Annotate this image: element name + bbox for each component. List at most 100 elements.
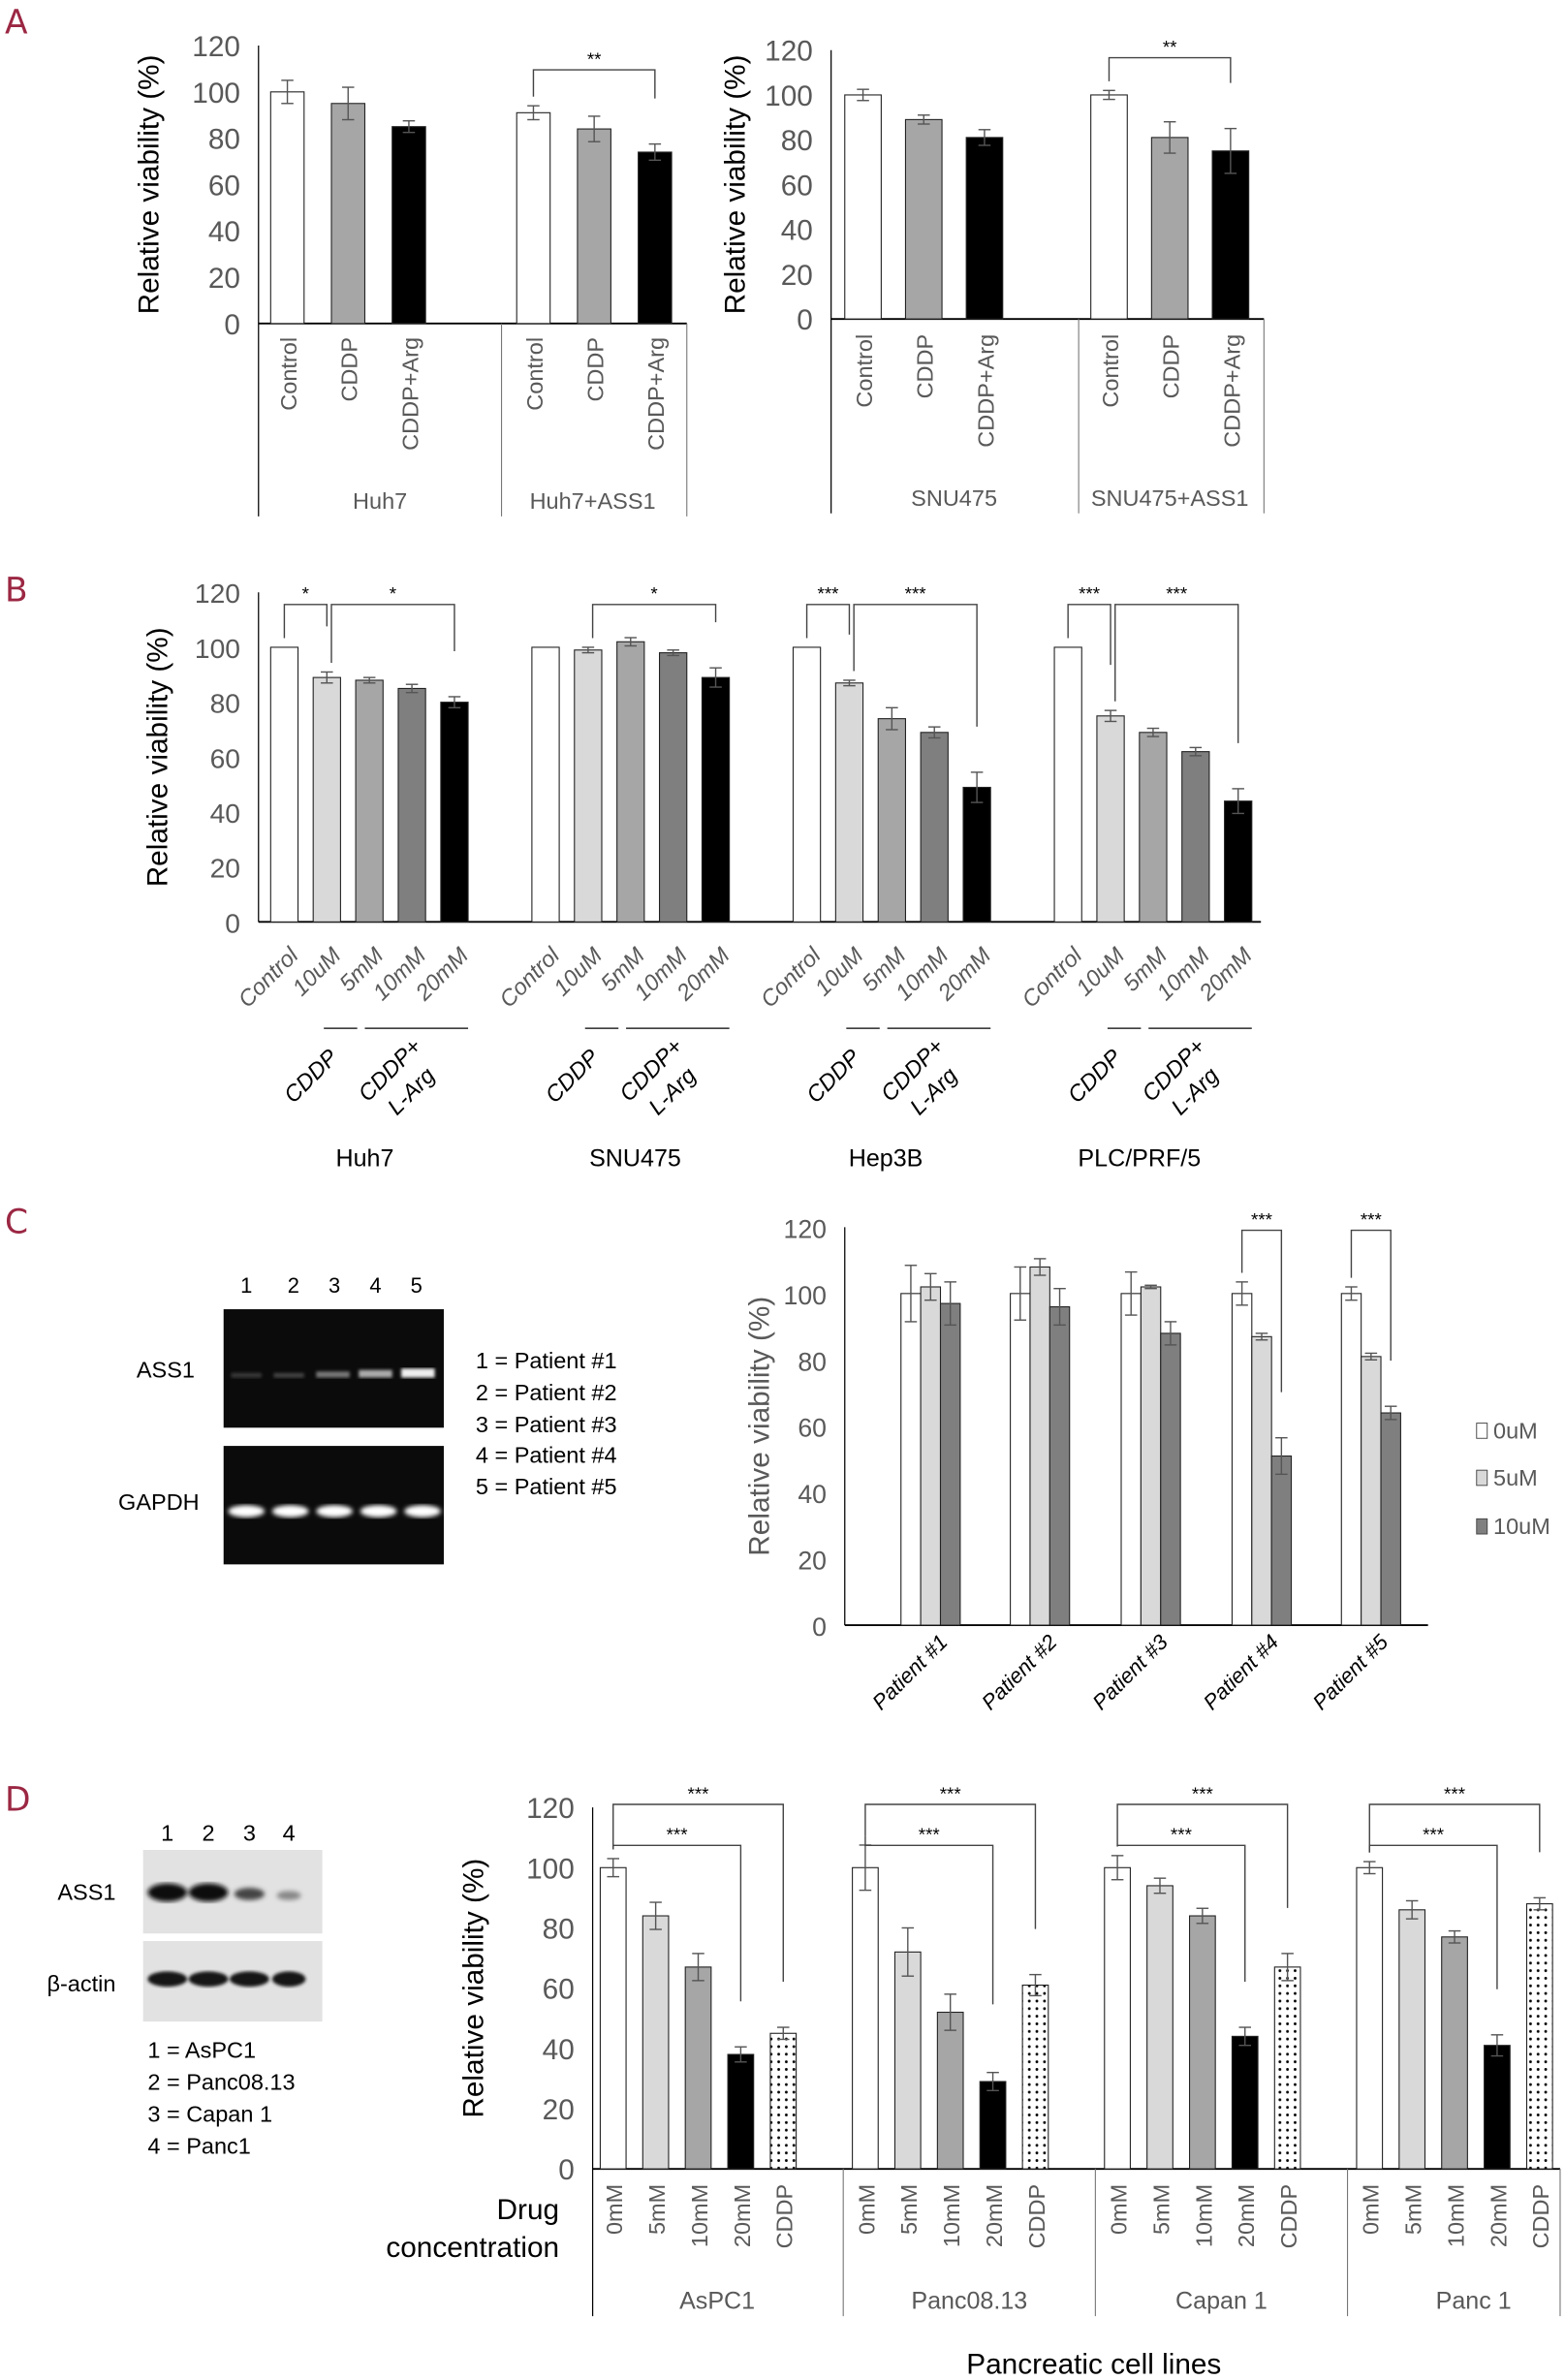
y-tick-label: 100 [765, 80, 813, 112]
significance-label: * [302, 583, 310, 604]
error-bar [1236, 1281, 1248, 1306]
significance-bracket [1368, 1803, 1541, 1853]
treatment-label-cddp: CDDP [279, 1044, 343, 1108]
bar-plc-prf-5-20mm [1224, 800, 1253, 923]
y-tick-label: 120 [526, 1793, 575, 1825]
gel-legend-item: 1 = Patient #1 [476, 1348, 617, 1373]
y-tick-label: 60 [208, 170, 240, 202]
significance-label: *** [1192, 1783, 1214, 1803]
x-tick-label: CDDP [583, 337, 609, 402]
bar-snu475-10mm [658, 652, 688, 923]
gel-legend-item: 2 = Patient #2 [476, 1380, 617, 1405]
bar-snu475-5mm [616, 641, 645, 923]
bar-panc-1-0mm [1356, 1866, 1384, 2170]
y-tick-label: 20 [798, 1547, 827, 1576]
x-tick-label: Patient #1 [867, 1630, 953, 1715]
error-bar [1014, 1266, 1027, 1321]
x-tick-label: Patient #4 [1199, 1630, 1284, 1715]
significance-label: *** [1251, 1209, 1273, 1230]
error-bar [901, 1926, 915, 1977]
blot-legend-item: 2 = Panc08.13 [147, 2070, 295, 2095]
panel-label-b: B [5, 572, 28, 611]
significance-bracket [283, 604, 329, 639]
legend-swatch [1476, 1469, 1488, 1487]
error-bar [1104, 709, 1117, 723]
x-tick-label: Control [1098, 334, 1123, 408]
western-blot-d: 1 2 3 4 ASS1 β-actin 1 = AsPC1 2 = Panc0… [47, 1821, 323, 2158]
x-tick-label: 5mM [1401, 2184, 1426, 2235]
significance-bracket [1114, 604, 1239, 743]
bar-snu475-20mm [701, 676, 731, 923]
error-bar [281, 79, 294, 105]
x-tick-label: 10mM [687, 2184, 712, 2247]
bar-patient-3-5um [1140, 1286, 1162, 1626]
x-tick-label: 10uM [548, 942, 607, 1000]
error-bar [927, 726, 941, 739]
group-label: Panc 1 [1436, 2287, 1512, 2314]
bar-snu475-ass1-cddp-arg [1211, 150, 1250, 320]
significance-label: ** [587, 48, 602, 69]
legend-swatch [1476, 1423, 1488, 1439]
significance-label: *** [905, 583, 927, 604]
x-tick-label: CDDP [1528, 2184, 1553, 2249]
error-bar [587, 115, 601, 142]
y-tick-label: 100 [195, 633, 240, 664]
error-bar [735, 2046, 747, 2063]
significance-label: *** [1079, 583, 1101, 604]
error-bar [1345, 1286, 1358, 1301]
y-tick-label: 80 [210, 688, 240, 719]
legend-label: 5uM [1493, 1465, 1538, 1490]
bar-patient-4-10um [1270, 1455, 1293, 1626]
bar-plc-prf-5-5mm [1139, 732, 1168, 923]
x-tick-label: CDDP [1024, 2184, 1049, 2249]
bar-aspc1-5mm [642, 1915, 670, 2170]
x-tick-label: 5mM [644, 2184, 670, 2235]
significance-bracket [591, 604, 717, 639]
error-bar [527, 105, 540, 121]
bar-hep3b-20mm [962, 786, 991, 923]
bar-patient-2-0um [1010, 1293, 1031, 1626]
x-tick-label: CDDP+Arg [1219, 334, 1244, 448]
bar-huh7-10mm [397, 687, 426, 923]
panel-label-c: C [5, 1204, 28, 1242]
error-bar [1238, 2026, 1252, 2047]
error-bar [321, 671, 333, 684]
x-tick-label: 10uM [810, 942, 868, 1000]
significance-label: * [390, 583, 397, 604]
error-bar [1196, 1907, 1209, 1925]
treatment-label-cddp: CDDP [1063, 1044, 1127, 1108]
blot-legend-item: 3 = Capan 1 [147, 2102, 272, 2127]
bar-panc-1-cddp [1525, 1903, 1553, 2170]
bar-huh7-control [269, 646, 299, 923]
bar-capan-1-5mm [1146, 1885, 1174, 2170]
group-label: Hep3B [849, 1145, 923, 1173]
error-bar [607, 1858, 620, 1878]
gel-row-label: ASS1 [137, 1358, 195, 1383]
significance-bracket [1116, 1844, 1246, 1983]
panel-label-d: D [5, 1780, 31, 1819]
error-bar [448, 696, 461, 709]
x-tick-label: CDDP [913, 334, 938, 399]
treatment-label-cddp: CDDP [541, 1044, 605, 1108]
x-tick-label: 20mM [982, 2184, 1007, 2247]
significance-label: *** [1166, 583, 1188, 604]
y-tick-label: 20 [781, 260, 813, 292]
bar-panc-1-5mm [1398, 1909, 1426, 2170]
gel-legend-item: 5 = Patient #5 [476, 1474, 617, 1499]
bar-huh7-cddp [330, 103, 366, 325]
y-tick-label: 100 [526, 1853, 575, 1885]
group-label: AsPC1 [679, 2287, 755, 2314]
error-bar [1224, 127, 1237, 174]
bar-patient-3-0um [1120, 1293, 1142, 1626]
error-bar [1363, 1861, 1376, 1875]
y-axis-label: Relative viability (%) [142, 627, 174, 887]
bar-snu475-10um [574, 649, 603, 923]
error-bar [1405, 1899, 1419, 1920]
bar-patient-5-0um [1340, 1293, 1362, 1626]
group-label: PLC/PRF/5 [1078, 1145, 1201, 1173]
blot-legend-item: 1 = AsPC1 [147, 2038, 256, 2063]
error-bar [1144, 1284, 1157, 1290]
significance-label: * [650, 583, 658, 604]
error-bar [1281, 1953, 1294, 1982]
